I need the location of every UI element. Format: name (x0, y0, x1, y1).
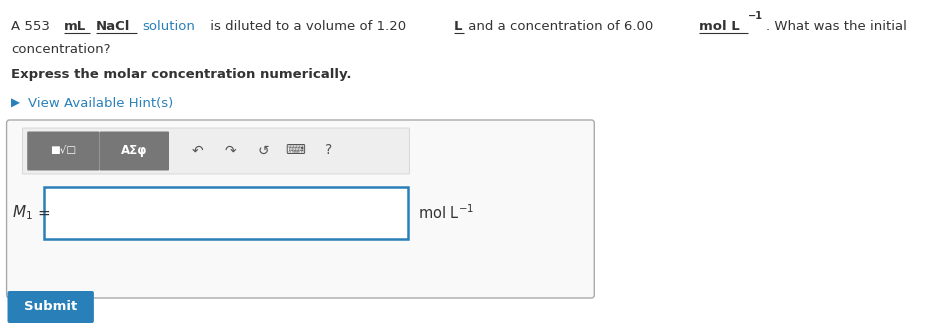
FancyBboxPatch shape (27, 132, 100, 171)
Text: $M_1$: $M_1$ (12, 204, 33, 222)
Text: is diluted to a volume of 1.20: is diluted to a volume of 1.20 (206, 20, 411, 33)
Text: Submit: Submit (24, 301, 78, 314)
Text: ▶: ▶ (11, 97, 24, 110)
Text: −1: −1 (748, 11, 763, 21)
Text: mol L$^{-1}$: mol L$^{-1}$ (418, 204, 475, 222)
Text: ?: ? (325, 144, 332, 158)
FancyBboxPatch shape (7, 291, 93, 323)
Text: concentration?: concentration? (11, 43, 111, 56)
Text: NaCl: NaCl (95, 20, 130, 33)
Text: =: = (38, 205, 50, 220)
FancyBboxPatch shape (44, 187, 409, 239)
Text: ↶: ↶ (191, 144, 203, 158)
Text: ⌨: ⌨ (286, 144, 306, 158)
FancyBboxPatch shape (100, 132, 169, 171)
Text: solution: solution (142, 20, 195, 33)
Text: Express the molar concentration numerically.: Express the molar concentration numerica… (11, 68, 352, 81)
Text: ↺: ↺ (257, 144, 268, 158)
Text: . What was the initial: . What was the initial (766, 20, 907, 33)
Text: A 553: A 553 (11, 20, 55, 33)
Text: ■√□: ■√□ (50, 146, 77, 155)
Text: and a concentration of 6.00: and a concentration of 6.00 (464, 20, 658, 33)
Text: View Available Hint(s): View Available Hint(s) (28, 97, 173, 110)
Text: mol L: mol L (698, 20, 739, 33)
Text: ↷: ↷ (224, 144, 236, 158)
FancyBboxPatch shape (6, 120, 594, 298)
FancyBboxPatch shape (22, 128, 410, 174)
Text: mL: mL (64, 20, 86, 33)
Text: AΣφ: AΣφ (121, 144, 147, 157)
Text: L: L (454, 20, 462, 33)
